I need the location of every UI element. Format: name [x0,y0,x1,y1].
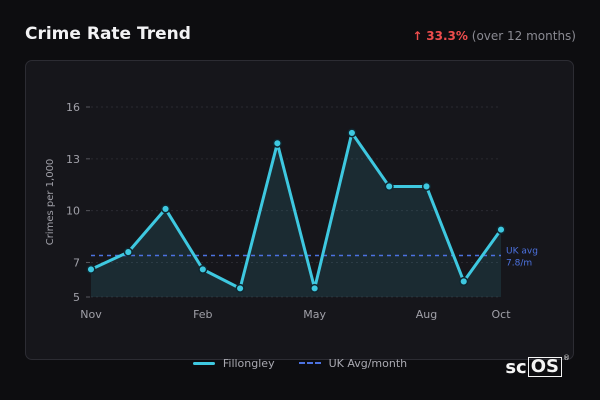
y-axis-title: Crimes per 1,000 [45,159,56,246]
up-arrow-icon: ↑ [412,29,423,43]
scos-logo: sc OS ® [505,354,570,378]
legend-label-reference: UK Avg/month [328,356,408,370]
reference-line: UK avg 7.8/m [91,247,538,269]
data-point [310,283,320,293]
data-point [198,264,208,274]
change-value: 33.3% [426,29,468,43]
change-period: (over 12 months) [471,29,576,43]
x-tick-label: May [303,308,326,321]
reference-label-line1: UK avg [506,247,538,257]
data-point [496,225,506,235]
y-tick-label: 5 [73,291,80,304]
y-tick-label: 7 [73,256,80,269]
data-point [235,283,245,293]
y-tick-label: 13 [66,153,80,166]
chart-card [25,60,574,360]
series-line [89,131,503,290]
data-point [421,181,432,192]
y-tick-label: 10 [66,205,80,218]
registered-mark: ® [563,354,570,362]
legend-item-reference[interactable]: UK Avg/month [298,356,408,370]
x-tick-label: Aug [416,308,437,321]
chart-title: Crime Rate Trend [25,24,191,44]
x-tick-label: Nov [80,308,102,321]
data-point [160,204,171,214]
axis-labels: 5 7 10 13 16 Crimes per 1,000 Nov Feb May Aug Oct [45,101,511,321]
legend-swatch-solid [192,361,215,365]
legend: Fillongley UK Avg/month [0,355,600,371]
data-point [272,138,282,148]
data-point [459,276,469,287]
data-point [347,128,357,138]
data-point [86,264,96,274]
y-tick-label: 16 [66,101,80,114]
legend-label-series: Fillongley [222,356,275,370]
series-line-fillongley [89,131,503,290]
data-point [123,247,133,257]
x-tick-label: Feb [193,308,212,321]
x-tick-label: Oct [491,308,511,321]
legend-item-series[interactable]: Fillongley [192,356,275,370]
data-points [86,128,506,293]
reference-label-line2: 7.8/m [506,259,532,269]
legend-swatch-dashed [298,362,321,364]
logo-text: sc [505,357,527,378]
data-point [384,181,394,192]
logo-boxed-text: OS [527,357,562,377]
change-indicator: ↑ 33.3% (over 12 months) [412,29,576,43]
